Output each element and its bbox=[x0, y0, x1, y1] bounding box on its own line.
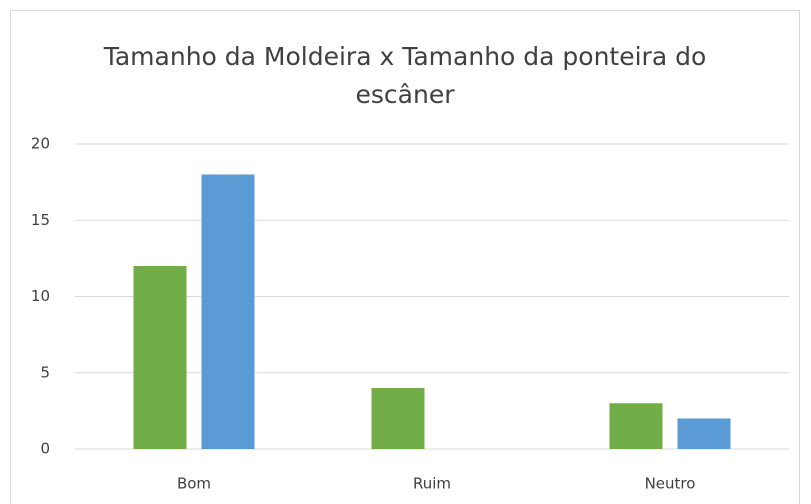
x-tick-label: Ruim bbox=[413, 475, 451, 493]
chart-border bbox=[10, 10, 800, 504]
bar bbox=[371, 388, 425, 449]
y-tick-label: 15 bbox=[31, 211, 50, 229]
bar bbox=[133, 266, 187, 449]
bar bbox=[201, 174, 255, 449]
y-tick-label: 5 bbox=[40, 363, 50, 381]
bar bbox=[677, 418, 731, 449]
chart-title: Tamanho da Moldeira x Tamanho da ponteir… bbox=[103, 42, 707, 109]
y-tick-label: 10 bbox=[31, 287, 50, 305]
x-tick-label: Neutro bbox=[645, 475, 696, 493]
y-tick-label: 20 bbox=[31, 135, 50, 153]
x-tick-label: Bom bbox=[177, 475, 211, 493]
bar bbox=[609, 403, 663, 449]
y-tick-label: 0 bbox=[40, 440, 50, 458]
